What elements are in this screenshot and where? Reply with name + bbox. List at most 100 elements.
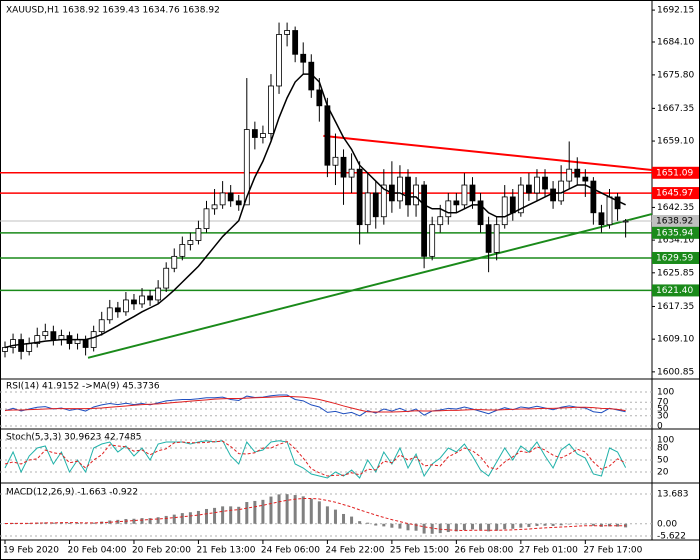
macd-bar bbox=[350, 516, 354, 524]
candle-body bbox=[534, 176, 540, 194]
price-label-box bbox=[652, 226, 699, 239]
price-label: 1621.40 bbox=[656, 286, 693, 296]
macd-bar bbox=[325, 506, 329, 524]
candle-body bbox=[268, 85, 274, 134]
candle-body bbox=[429, 224, 436, 257]
price-label-box bbox=[652, 166, 699, 179]
macd-bar bbox=[454, 523, 458, 532]
plot-layer: 1692.15 1684.10 1675.80 1667.35 1659.10 1642.… bbox=[0, 6, 699, 556]
y-tick-label: -5.622 bbox=[657, 532, 686, 542]
macd-bar bbox=[180, 513, 184, 524]
macd-bar bbox=[205, 508, 208, 524]
y-tick-label: 1600.85 bbox=[657, 367, 694, 377]
candle-body bbox=[566, 168, 573, 182]
indicator-line bbox=[4, 394, 626, 417]
candle-body bbox=[590, 180, 597, 214]
macd-bar bbox=[27, 523, 31, 524]
macd-bar bbox=[172, 514, 176, 524]
macd-bar bbox=[527, 523, 531, 528]
macd-bar bbox=[317, 501, 321, 524]
candle-body bbox=[139, 295, 145, 305]
macd-bar bbox=[414, 523, 418, 531]
macd-bar bbox=[366, 522, 370, 524]
macd-bar bbox=[495, 523, 499, 531]
x-tick-label: 20 Feb 20:00 bbox=[132, 546, 191, 556]
macd-bar bbox=[164, 515, 168, 524]
y-tick-label: 20 bbox=[657, 468, 669, 478]
candle-body bbox=[98, 319, 105, 333]
macd-bar bbox=[503, 523, 507, 530]
candle-body bbox=[380, 184, 387, 218]
y-tick-label: 1684.10 bbox=[657, 38, 694, 48]
candle-body bbox=[243, 129, 250, 206]
candle-body bbox=[348, 168, 355, 178]
candle-body bbox=[437, 216, 444, 226]
x-tick-label: 20 Feb 04:00 bbox=[67, 546, 126, 556]
candle-body bbox=[26, 343, 33, 352]
macd-bar bbox=[406, 523, 410, 531]
macd-bar bbox=[535, 523, 539, 526]
macd-bar bbox=[253, 500, 257, 524]
candle-body bbox=[42, 331, 49, 337]
candle-body bbox=[614, 196, 621, 210]
y-tick-label: 100 bbox=[657, 436, 674, 446]
price-label: 1629.59 bbox=[656, 253, 693, 263]
macd-bar bbox=[67, 522, 71, 524]
macd-bar bbox=[229, 506, 233, 524]
y-tick-label: 1625.85 bbox=[657, 268, 694, 278]
candle-body bbox=[114, 307, 121, 313]
y-tick-label: 1667.35 bbox=[657, 104, 694, 114]
x-tick-label: 19 Feb 2020 bbox=[3, 546, 59, 556]
candle-body bbox=[34, 335, 41, 344]
candle-body bbox=[292, 30, 299, 55]
macd-bar bbox=[616, 523, 620, 527]
macd-bar bbox=[519, 523, 523, 528]
candle-body bbox=[2, 347, 8, 352]
macd-bar bbox=[188, 512, 192, 524]
macd-bar bbox=[333, 509, 337, 524]
moving-average bbox=[4, 73, 626, 349]
macd-bar bbox=[261, 499, 265, 524]
candle-body bbox=[421, 184, 428, 257]
candle-body bbox=[405, 176, 411, 206]
candle-body bbox=[574, 168, 581, 178]
macd-bar bbox=[301, 496, 305, 524]
candle-body bbox=[82, 339, 89, 348]
candle-body bbox=[276, 34, 282, 87]
candle-body bbox=[542, 176, 548, 190]
indicator-line bbox=[4, 498, 626, 532]
macd-bar bbox=[422, 523, 426, 534]
macd-bar bbox=[245, 502, 249, 524]
candle-body bbox=[284, 30, 291, 35]
macd-bar bbox=[462, 523, 466, 531]
y-tick-label: 1659.10 bbox=[657, 137, 694, 147]
macd-bar bbox=[591, 523, 595, 526]
main-title: XAUUSD,H1 1638.92 1639.43 1634.76 1638.9… bbox=[6, 6, 220, 16]
rsi-title: RSI(14) 41.9152 ->MA(9) 45.3736 bbox=[6, 382, 160, 392]
candle-body bbox=[606, 196, 613, 226]
candle-body bbox=[316, 89, 323, 107]
candle-body bbox=[50, 331, 57, 340]
macd-bar bbox=[543, 523, 547, 526]
macd-bar bbox=[390, 523, 394, 528]
candle-body bbox=[163, 267, 170, 289]
candle-body bbox=[485, 224, 492, 253]
candle-body bbox=[598, 212, 605, 226]
y-tick-label: 50 bbox=[657, 405, 669, 415]
candle-body bbox=[251, 129, 258, 138]
candle-body bbox=[147, 295, 153, 301]
x-tick-label: 27 Feb 17:00 bbox=[583, 546, 642, 556]
macd-bar bbox=[382, 523, 386, 527]
macd-bar bbox=[285, 494, 289, 524]
x-tick-label: 25 Feb 15:00 bbox=[390, 546, 449, 556]
macd-bar bbox=[559, 523, 563, 526]
candle-body bbox=[195, 228, 202, 241]
candle-body bbox=[260, 133, 266, 138]
candle-body bbox=[227, 192, 234, 202]
macd-bar bbox=[511, 523, 515, 529]
candle-body bbox=[332, 156, 339, 166]
candle-body bbox=[187, 240, 194, 245]
candle-body bbox=[211, 204, 218, 210]
